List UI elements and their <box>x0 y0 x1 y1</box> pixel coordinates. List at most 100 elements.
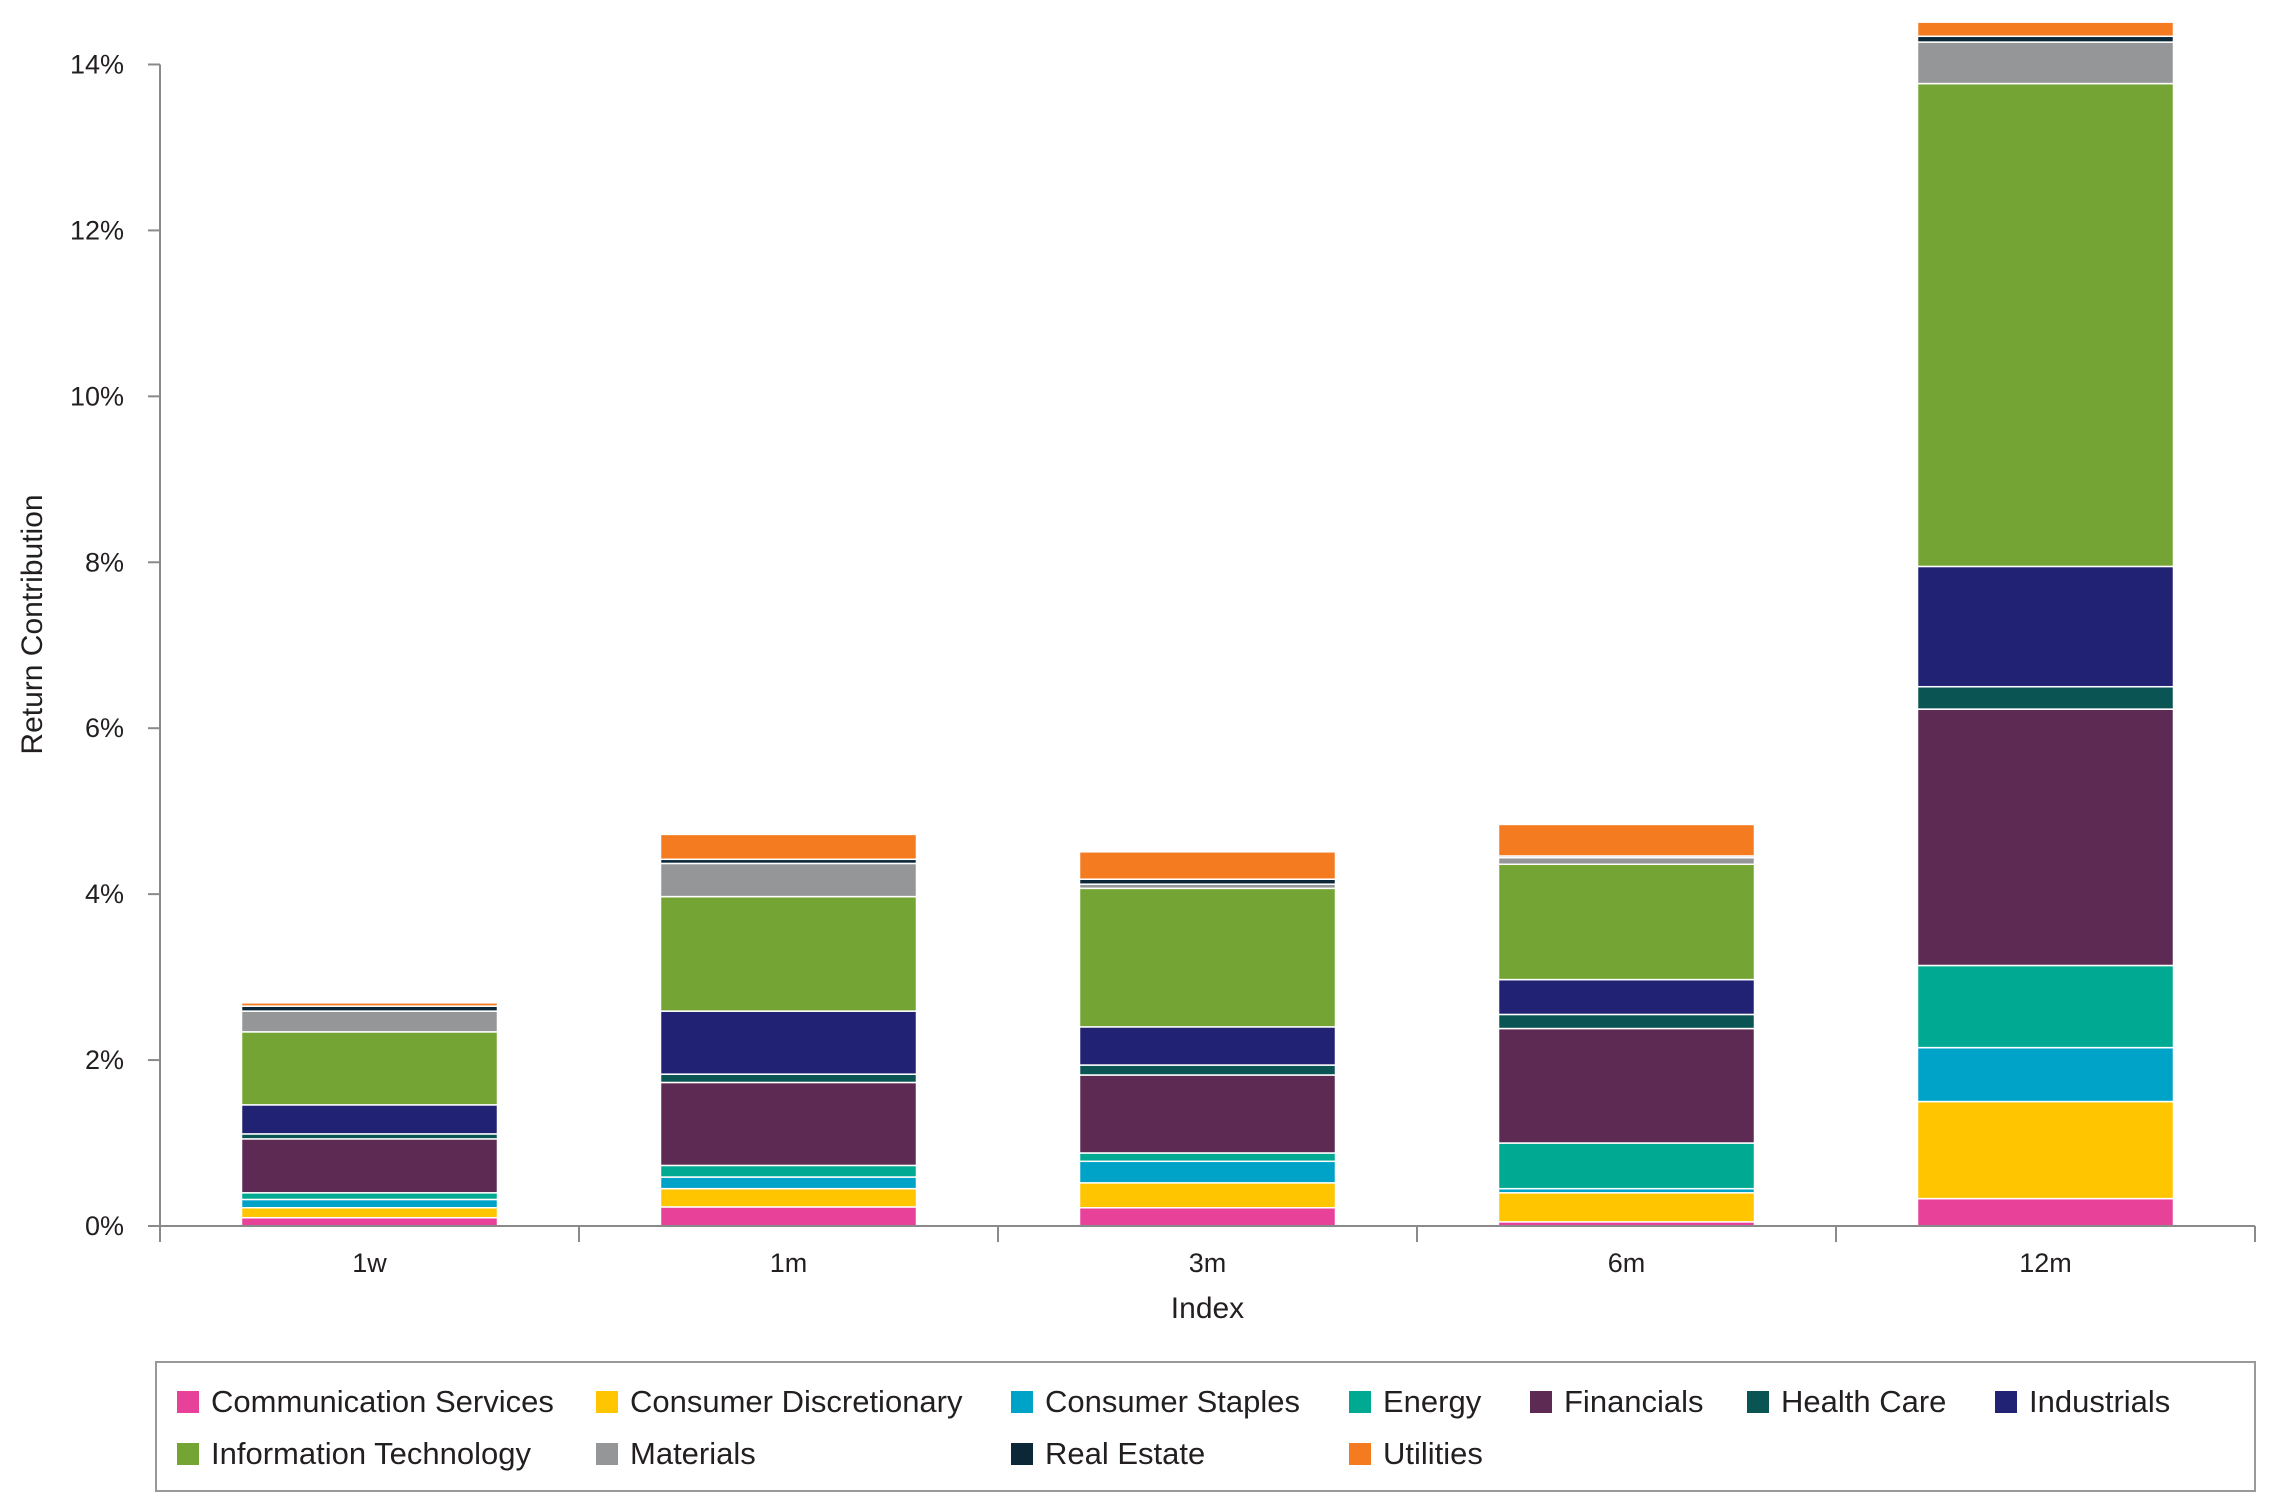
bar-segment-materials <box>1916 41 2175 85</box>
legend-swatch <box>1349 1443 1371 1465</box>
x-tick-label: 12m <box>2019 1248 2072 1278</box>
stacked-bar-chart: 0% 2% 4% 6% 8% 10% 12% 14% 1w 1m 3m 6m 12m Index Re… <box>16 21 2256 1325</box>
bar-segment-communication-services <box>659 1206 918 1227</box>
x-tick-label: 6m <box>1608 1248 1646 1278</box>
legend-swatch <box>1995 1391 2017 1413</box>
bar-segment-financials <box>1916 708 2175 967</box>
x-axis-ticks: 1w 1m 3m 6m 12m <box>159 1226 2256 1278</box>
bar-segment-information-technology <box>659 895 918 1012</box>
bar-segment-utilities <box>1497 823 1756 857</box>
legend: Communication Services Consumer Discretio… <box>155 1361 2256 1492</box>
bar-segment-financials <box>240 1138 499 1194</box>
bar-segment-materials <box>240 1010 499 1033</box>
bar-segment-industrials <box>659 1010 918 1075</box>
legend-swatch <box>1011 1391 1033 1413</box>
bar-segment-materials <box>1497 856 1756 866</box>
legend-swatch <box>596 1391 618 1413</box>
legend-item: Financials <box>1530 1384 1704 1420</box>
legend-swatch <box>177 1391 199 1413</box>
y-tick-label: 10% <box>70 381 124 411</box>
legend-item: Health Care <box>1747 1384 1946 1420</box>
bar-segment-utilities <box>240 1002 499 1007</box>
legend-swatch <box>1349 1391 1371 1413</box>
y-tick-label: 14% <box>70 49 124 79</box>
bar-segment-health-care <box>1078 1064 1337 1076</box>
legend-label: Real Estate <box>1045 1436 1206 1471</box>
bar-segment-energy <box>240 1192 499 1201</box>
legend-item: Information Technology <box>177 1436 531 1472</box>
legend-label: Consumer Discretionary <box>630 1384 963 1419</box>
bar-segment-materials <box>659 862 918 898</box>
bar-segment-utilities <box>659 833 918 861</box>
legend-item: Communication Services <box>177 1384 554 1420</box>
legend-swatch <box>1530 1391 1552 1413</box>
legend-item: Consumer Discretionary <box>596 1384 963 1420</box>
x-axis-title: Index <box>1171 1292 1244 1325</box>
bar-segment-energy <box>659 1164 918 1178</box>
y-axis-title: Return Contribution <box>16 494 49 754</box>
bar-segment-industrials <box>1078 1026 1337 1066</box>
bar-segment-consumer-staples <box>240 1198 499 1209</box>
bar-segment-consumer-discretionary <box>659 1187 918 1208</box>
bar-segment-financials <box>659 1081 918 1167</box>
bar-segment-energy <box>1916 964 2175 1049</box>
legend-label: Consumer Staples <box>1045 1384 1301 1419</box>
bar-segment-industrials <box>240 1104 499 1135</box>
bar-segment-consumer-discretionary <box>240 1206 499 1219</box>
x-tick-label: 1m <box>770 1248 808 1278</box>
y-tick-label: 4% <box>85 879 124 909</box>
bar-segment-real-estate <box>1916 35 2175 43</box>
bar-segment-energy <box>1078 1152 1337 1163</box>
legend-item: Consumer Staples <box>1011 1384 1300 1420</box>
y-tick-label: 12% <box>70 215 124 245</box>
bar-segment-information-technology <box>1497 863 1756 981</box>
bar-segment-communication-services <box>1078 1206 1337 1227</box>
legend-swatch <box>1747 1391 1769 1413</box>
bar-segment-health-care <box>659 1073 918 1084</box>
legend-swatch <box>1011 1443 1033 1465</box>
bar-segment-information-technology <box>240 1031 499 1106</box>
y-tick-label: 8% <box>85 547 124 577</box>
x-tick-label: 3m <box>1189 1248 1227 1278</box>
bar-segment-financials <box>1497 1027 1756 1144</box>
bar-segment-utilities <box>1078 851 1337 880</box>
legend-label: Energy <box>1383 1384 1482 1419</box>
y-axis-ticks: 0% 2% 4% 6% 8% 10% 12% 14% <box>70 49 160 1241</box>
y-tick-label: 2% <box>85 1045 124 1075</box>
bar-segment-health-care <box>1916 685 2175 710</box>
legend-item: Industrials <box>1995 1384 2170 1420</box>
legend-item: Real Estate <box>1011 1436 1205 1472</box>
bar-segment-communication-services <box>1916 1197 2175 1227</box>
legend-item: Materials <box>596 1436 756 1472</box>
legend-label: Financials <box>1564 1384 1704 1419</box>
bar-segment-consumer-staples <box>659 1176 918 1190</box>
bar-segment-consumer-staples <box>1916 1046 2175 1103</box>
y-tick-label: 6% <box>85 713 124 743</box>
bar-segment-consumer-discretionary <box>1916 1100 2175 1200</box>
bar-segment-industrials <box>1916 565 2175 688</box>
bar-segment-health-care <box>1497 1013 1756 1030</box>
y-tick-label: 0% <box>85 1211 124 1241</box>
bar-segment-information-technology <box>1916 82 2175 568</box>
legend-swatch <box>177 1443 199 1465</box>
legend-label: Materials <box>630 1436 756 1471</box>
legend-label: Utilities <box>1383 1436 1483 1471</box>
legend-label: Industrials <box>2029 1384 2171 1419</box>
legend-label: Health Care <box>1781 1384 1947 1419</box>
legend-item: Utilities <box>1349 1436 1483 1472</box>
legend-label: Communication Services <box>211 1384 554 1419</box>
legend-swatch <box>596 1443 618 1465</box>
bar-segment-consumer-staples <box>1078 1160 1337 1184</box>
bar-segment-utilities <box>1916 21 2175 38</box>
bar-stacks <box>240 21 2175 1227</box>
bar-segment-communication-services <box>240 1216 499 1227</box>
bar-segment-industrials <box>1497 978 1756 1016</box>
legend-label: Information Technology <box>211 1436 531 1471</box>
bar-segment-financials <box>1078 1074 1337 1154</box>
bar-segment-consumer-discretionary <box>1497 1192 1756 1223</box>
bar-segment-consumer-discretionary <box>1078 1182 1337 1209</box>
legend-item: Energy <box>1349 1384 1481 1420</box>
x-tick-label: 1w <box>352 1248 387 1278</box>
bar-segment-information-technology <box>1078 887 1337 1028</box>
bar-segment-energy <box>1497 1142 1756 1190</box>
